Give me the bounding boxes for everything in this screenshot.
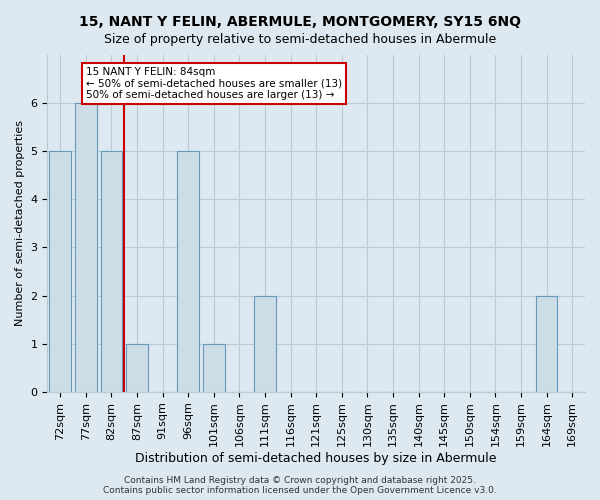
- Bar: [49, 151, 71, 392]
- Bar: [536, 296, 557, 392]
- Y-axis label: Number of semi-detached properties: Number of semi-detached properties: [15, 120, 25, 326]
- Bar: [75, 103, 97, 392]
- Text: 15, NANT Y FELIN, ABERMULE, MONTGOMERY, SY15 6NQ: 15, NANT Y FELIN, ABERMULE, MONTGOMERY, …: [79, 15, 521, 29]
- Bar: [101, 151, 122, 392]
- Text: 15 NANT Y FELIN: 84sqm
← 50% of semi-detached houses are smaller (13)
50% of sem: 15 NANT Y FELIN: 84sqm ← 50% of semi-det…: [86, 67, 342, 100]
- Bar: [203, 344, 224, 392]
- Bar: [126, 344, 148, 392]
- Text: Contains HM Land Registry data © Crown copyright and database right 2025.
Contai: Contains HM Land Registry data © Crown c…: [103, 476, 497, 495]
- Text: Size of property relative to semi-detached houses in Abermule: Size of property relative to semi-detach…: [104, 32, 496, 46]
- X-axis label: Distribution of semi-detached houses by size in Abermule: Distribution of semi-detached houses by …: [136, 452, 497, 465]
- Bar: [254, 296, 276, 392]
- Bar: [178, 151, 199, 392]
